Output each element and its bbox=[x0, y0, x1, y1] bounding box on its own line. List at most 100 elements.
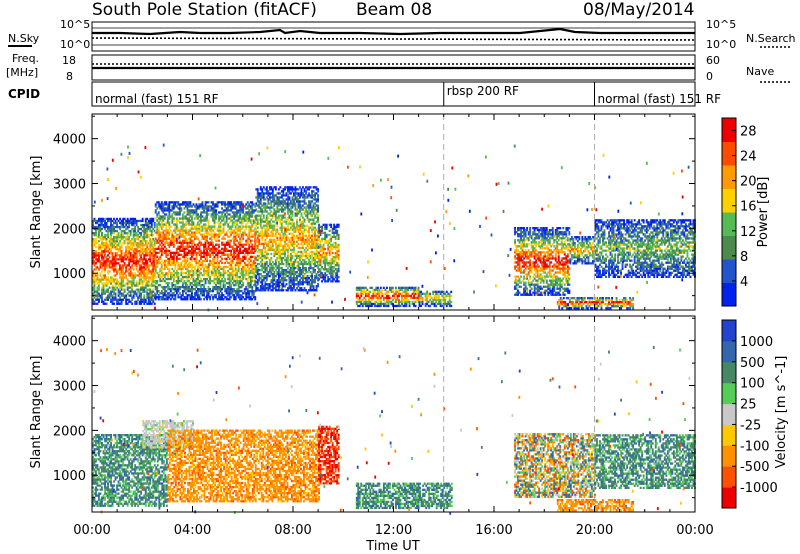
scatter-echo bbox=[477, 357, 480, 361]
scatter-echo bbox=[328, 429, 331, 433]
scatter-echo bbox=[613, 412, 616, 416]
beam-label: Beam 08 bbox=[356, 0, 432, 20]
scatter-echo bbox=[228, 254, 231, 257]
scatter-echo bbox=[338, 146, 340, 149]
scatter-echo bbox=[313, 293, 316, 297]
echo-region bbox=[556, 499, 635, 512]
scatter-echo bbox=[178, 235, 181, 239]
scatter-echo bbox=[614, 253, 617, 257]
scatter-echo bbox=[319, 423, 322, 427]
scatter-echo bbox=[473, 290, 475, 294]
scatter-echo bbox=[129, 349, 132, 352]
scatter-echo bbox=[684, 418, 686, 422]
scatter-echo bbox=[132, 442, 135, 446]
echo-region bbox=[594, 219, 696, 278]
scatter-echo bbox=[482, 270, 485, 274]
scatter-echo bbox=[434, 489, 437, 493]
colorbar-frame bbox=[721, 117, 737, 307]
scatter-echo bbox=[280, 285, 282, 289]
scatter-echo bbox=[159, 297, 162, 301]
scatter-echo bbox=[264, 262, 266, 266]
scatter-echo bbox=[655, 396, 657, 400]
scatter-echo bbox=[196, 269, 199, 273]
scatter-echo bbox=[395, 208, 398, 212]
scatter-echo bbox=[443, 407, 446, 411]
colorbar-tick-label: -25 bbox=[740, 418, 761, 433]
scatter-echo bbox=[319, 449, 321, 453]
scatter-echo bbox=[511, 413, 514, 417]
scatter-echo bbox=[258, 152, 261, 156]
scatter-echo bbox=[374, 475, 377, 479]
scatter-echo bbox=[640, 201, 642, 205]
scatter-echo bbox=[631, 489, 634, 493]
scatter-echo bbox=[620, 274, 622, 278]
scatter-echo bbox=[149, 293, 152, 297]
search-tick-top: 10^5 bbox=[706, 18, 736, 31]
freq-tick-top: 18 bbox=[62, 54, 76, 67]
scatter-echo bbox=[398, 355, 401, 359]
scatter-echo bbox=[171, 364, 174, 368]
scatter-echo bbox=[427, 449, 430, 453]
scatter-echo bbox=[165, 272, 168, 276]
scatter-echo bbox=[154, 306, 156, 310]
time-axis: 00:00 04:00 08:00 12:00 16:00 20:00 00:00 bbox=[73, 523, 713, 538]
scatter-echo bbox=[373, 391, 376, 395]
scatter-echo bbox=[635, 380, 638, 384]
scatter-echo bbox=[435, 251, 437, 255]
colorbar-swatch bbox=[722, 382, 736, 405]
scatter-echo bbox=[600, 484, 603, 488]
y-tick-label: 3000 bbox=[53, 380, 86, 395]
freq-tick-bottom: 8 bbox=[66, 70, 73, 83]
scatter-echo bbox=[672, 171, 675, 175]
sky-tick-bottom: 10^0 bbox=[60, 38, 90, 51]
scatter-echo bbox=[331, 300, 333, 304]
scatter-echo bbox=[249, 404, 251, 408]
scatter-echo bbox=[174, 452, 176, 456]
colorbar-tick-label: 4 bbox=[740, 275, 748, 290]
scatter-echo bbox=[586, 208, 589, 212]
scatter-echo bbox=[106, 197, 109, 201]
scatter-echo bbox=[549, 378, 552, 382]
scatter-echo bbox=[365, 461, 368, 465]
x-axis-label: Time UT bbox=[365, 539, 419, 554]
power-panel: 1000 2000 3000 4000 4 8 12 16 20 24 28 bbox=[53, 113, 757, 312]
scatter-echo bbox=[360, 212, 363, 216]
scatter-echo bbox=[327, 156, 330, 160]
scatter-echo bbox=[539, 433, 542, 437]
scatter-echo bbox=[120, 225, 123, 229]
scatter-echo bbox=[241, 204, 244, 208]
scatter-echo bbox=[558, 385, 561, 389]
scatter-echo bbox=[215, 391, 218, 394]
scatter-echo bbox=[522, 473, 525, 477]
search-label: N.Search bbox=[746, 32, 796, 45]
sky-label: N.Sky bbox=[8, 32, 40, 45]
scatter-echo bbox=[661, 430, 663, 434]
scatter-echo bbox=[421, 284, 424, 288]
colorbar-swatch bbox=[722, 403, 736, 425]
scatter-echo bbox=[467, 174, 470, 178]
y-tick-label: 1000 bbox=[53, 267, 86, 282]
scatter-echo bbox=[144, 453, 146, 457]
sky-tick-top: 10^5 bbox=[60, 18, 90, 31]
scatter-echo bbox=[178, 446, 181, 450]
scatter-echo bbox=[449, 222, 451, 225]
scatter-echo bbox=[287, 449, 289, 453]
scatter-echo bbox=[681, 278, 684, 282]
scatter-echo bbox=[100, 349, 102, 353]
scatter-echo bbox=[344, 297, 346, 301]
scatter-echo bbox=[518, 395, 521, 399]
scatter-echo bbox=[300, 300, 303, 304]
scatter-echo bbox=[485, 216, 487, 220]
scatter-echo bbox=[288, 409, 290, 413]
scatter-echo bbox=[278, 474, 281, 478]
scatter-echo bbox=[106, 348, 108, 352]
scatter-echo bbox=[521, 261, 524, 265]
scatter-echo bbox=[687, 165, 690, 169]
scatter-echo bbox=[617, 209, 620, 213]
scatter-echo bbox=[681, 195, 684, 199]
freq-label-1: Freq. bbox=[12, 52, 39, 65]
scatter-echo bbox=[367, 260, 369, 264]
scatter-echo bbox=[199, 496, 202, 500]
colorbar-swatch bbox=[722, 445, 736, 467]
